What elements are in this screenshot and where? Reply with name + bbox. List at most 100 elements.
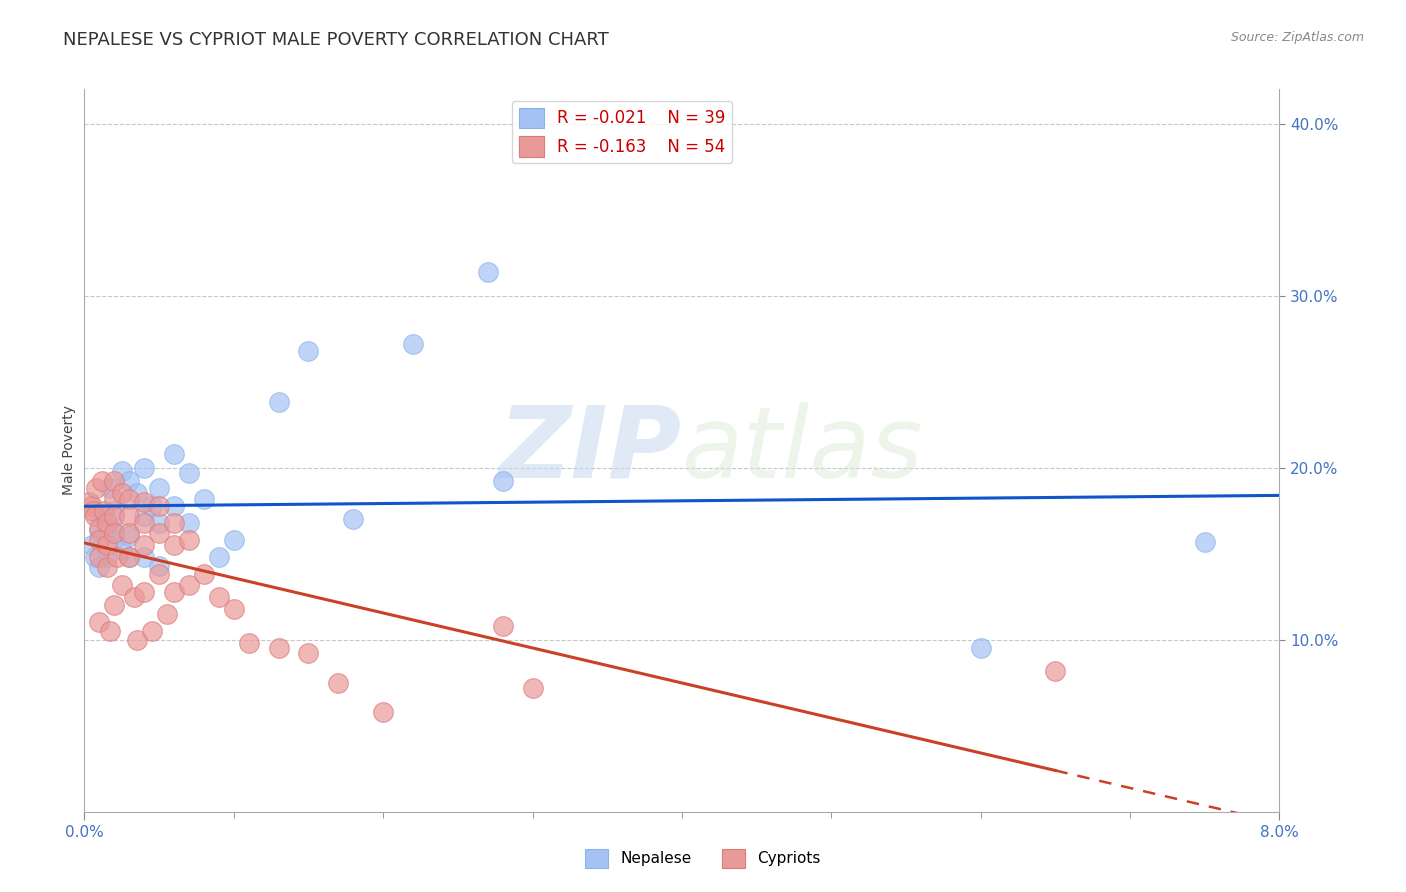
Point bbox=[125, 632, 148, 647]
Point bbox=[111, 577, 134, 591]
Point bbox=[177, 533, 200, 547]
Point bbox=[89, 533, 111, 547]
Point bbox=[122, 590, 145, 604]
Y-axis label: Male Poverty: Male Poverty bbox=[62, 406, 76, 495]
Point bbox=[163, 584, 186, 599]
Point bbox=[103, 491, 125, 506]
Point bbox=[80, 538, 103, 552]
Point bbox=[91, 507, 114, 521]
Point bbox=[238, 636, 260, 650]
Point bbox=[208, 590, 231, 604]
Point bbox=[86, 481, 108, 495]
Point bbox=[193, 567, 215, 582]
Point bbox=[208, 550, 231, 565]
Point bbox=[148, 558, 170, 573]
Point bbox=[342, 512, 364, 526]
Point bbox=[141, 499, 163, 513]
Point bbox=[132, 516, 156, 530]
Point bbox=[91, 475, 114, 489]
Point bbox=[522, 681, 544, 695]
Point bbox=[89, 550, 111, 565]
Point bbox=[132, 550, 156, 565]
Text: ZIP: ZIP bbox=[499, 402, 682, 499]
Text: Source: ZipAtlas.com: Source: ZipAtlas.com bbox=[1230, 31, 1364, 45]
Point bbox=[1045, 664, 1067, 678]
Point bbox=[103, 526, 125, 541]
Point bbox=[103, 503, 125, 517]
Point bbox=[118, 550, 141, 565]
Point bbox=[492, 619, 515, 633]
Point bbox=[105, 550, 128, 565]
Point bbox=[82, 503, 104, 517]
Point bbox=[89, 615, 111, 630]
Point bbox=[118, 550, 141, 565]
Point bbox=[132, 538, 156, 552]
Point bbox=[163, 499, 186, 513]
Text: atlas: atlas bbox=[682, 402, 924, 499]
Point bbox=[89, 524, 111, 539]
Point bbox=[83, 550, 105, 565]
Point bbox=[132, 460, 156, 475]
Point bbox=[155, 607, 177, 621]
Point bbox=[118, 526, 141, 541]
Point bbox=[132, 495, 156, 509]
Point bbox=[118, 491, 141, 506]
Point bbox=[132, 584, 156, 599]
Point bbox=[148, 526, 170, 541]
Point bbox=[83, 508, 105, 523]
Point bbox=[163, 516, 186, 530]
Point bbox=[103, 508, 125, 523]
Point bbox=[111, 543, 134, 558]
Text: NEPALESE VS CYPRIOT MALE POVERTY CORRELATION CHART: NEPALESE VS CYPRIOT MALE POVERTY CORRELA… bbox=[63, 31, 609, 49]
Point bbox=[93, 503, 115, 517]
Point bbox=[163, 538, 186, 552]
Point bbox=[118, 475, 141, 489]
Point bbox=[222, 533, 245, 547]
Point bbox=[96, 521, 118, 535]
Point bbox=[177, 466, 200, 480]
Point bbox=[373, 705, 395, 719]
Point bbox=[80, 499, 103, 513]
Point bbox=[103, 599, 125, 613]
Point bbox=[1194, 534, 1216, 549]
Point bbox=[477, 264, 499, 278]
Point bbox=[96, 516, 118, 530]
Point bbox=[96, 560, 118, 574]
Point bbox=[970, 641, 993, 656]
Point bbox=[118, 529, 141, 543]
Legend: R = -0.021    N = 39, R = -0.163    N = 54: R = -0.021 N = 39, R = -0.163 N = 54 bbox=[512, 101, 733, 163]
Point bbox=[222, 601, 245, 615]
Point bbox=[267, 641, 290, 656]
Point bbox=[125, 486, 148, 500]
Point bbox=[141, 624, 163, 639]
Point bbox=[163, 447, 186, 461]
Point bbox=[148, 481, 170, 495]
Point bbox=[148, 567, 170, 582]
Point bbox=[118, 508, 141, 523]
Point bbox=[297, 647, 319, 661]
Point bbox=[402, 336, 425, 351]
Point bbox=[177, 577, 200, 591]
Point bbox=[98, 624, 121, 639]
Point bbox=[96, 550, 118, 565]
Point bbox=[297, 343, 319, 358]
Point bbox=[103, 533, 125, 547]
Point bbox=[177, 516, 200, 530]
Point bbox=[193, 491, 215, 506]
Point bbox=[492, 475, 515, 489]
Point bbox=[328, 675, 350, 690]
Point bbox=[96, 538, 118, 552]
Point bbox=[111, 464, 134, 478]
Point bbox=[89, 560, 111, 574]
Point bbox=[103, 524, 125, 539]
Point bbox=[98, 481, 121, 495]
Point bbox=[77, 495, 100, 509]
Point bbox=[111, 486, 134, 500]
Point bbox=[89, 521, 111, 535]
Point bbox=[103, 475, 125, 489]
Point bbox=[132, 508, 156, 523]
Point bbox=[267, 395, 290, 409]
Point bbox=[148, 516, 170, 530]
Point bbox=[148, 499, 170, 513]
Legend: Nepalese, Cypriots: Nepalese, Cypriots bbox=[579, 843, 827, 873]
